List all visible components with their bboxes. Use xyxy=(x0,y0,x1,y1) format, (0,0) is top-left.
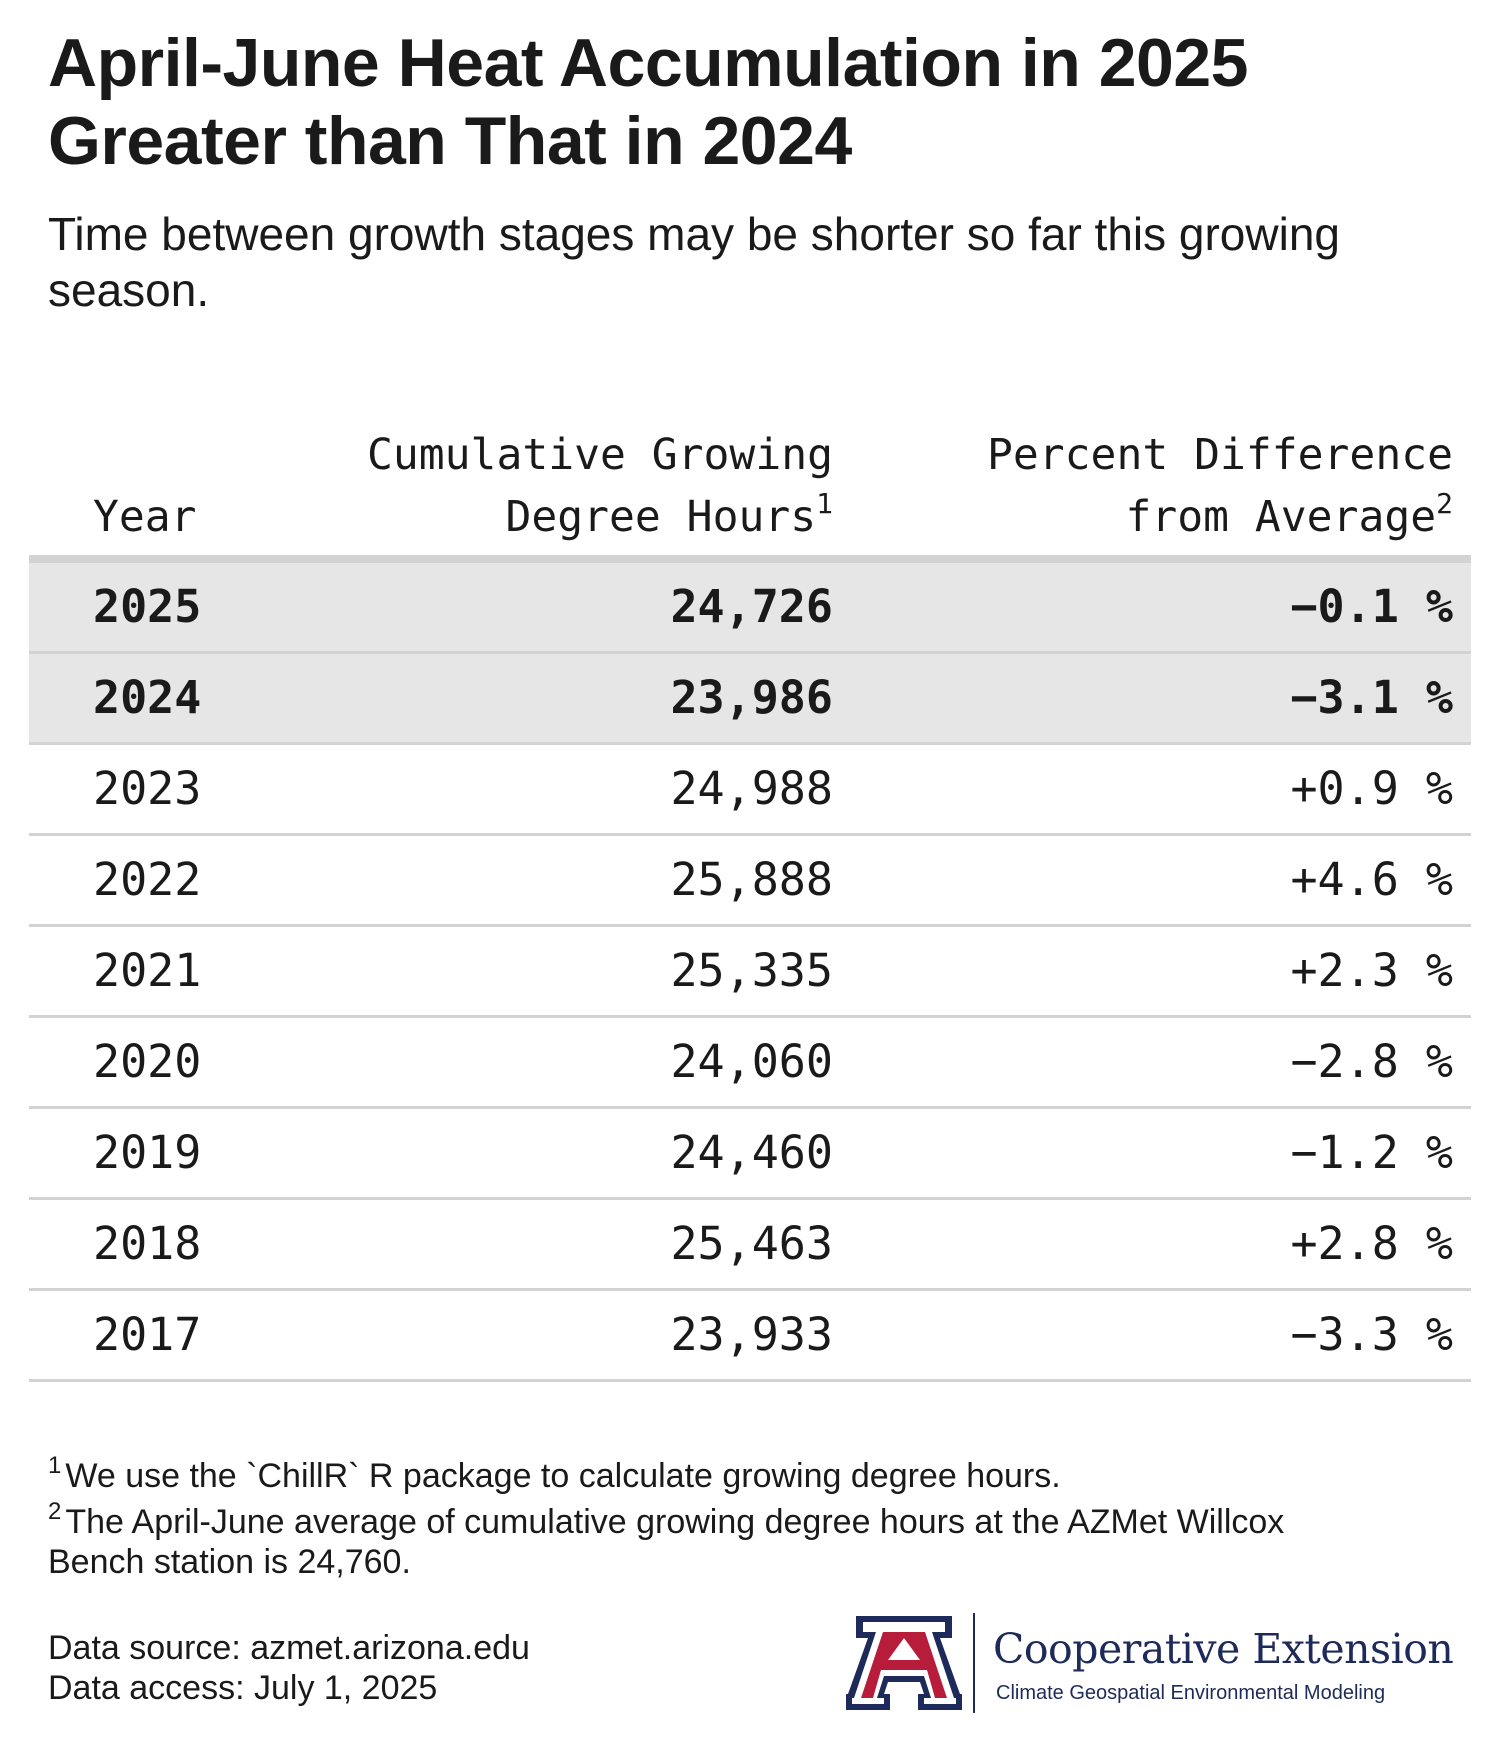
university-a-logo: ® xyxy=(846,1616,962,1712)
header-gdh: Cumulative Growing Degree Hours1 xyxy=(367,424,833,548)
cell-year: 2025 xyxy=(93,580,202,633)
cell-pct: +0.9 % xyxy=(1290,762,1453,815)
header-pct-line2-text: from Average xyxy=(1125,492,1437,542)
brand-subtitle: Climate Geospatial Environmental Modelin… xyxy=(996,1682,1386,1704)
cell-gdh: 24,988 xyxy=(670,762,833,815)
cell-year: 2017 xyxy=(93,1308,202,1361)
header-pct: Percent Difference from Average2 xyxy=(987,424,1453,548)
header-pct-line2: from Average2 xyxy=(987,486,1453,548)
cell-gdh: 24,726 xyxy=(670,580,833,633)
cell-pct: +4.6 % xyxy=(1290,853,1453,906)
footnote-2-mark: 2 xyxy=(48,1498,62,1525)
cell-year: 2019 xyxy=(93,1126,202,1179)
cell-pct: +2.8 % xyxy=(1290,1217,1453,1270)
cell-pct: −3.1 % xyxy=(1290,671,1453,724)
header-gdh-line2: Degree Hours1 xyxy=(367,486,833,548)
table-row: 2023 24,988 +0.9 % xyxy=(29,745,1471,836)
header-gdh-line2-text: Degree Hours xyxy=(505,492,817,542)
cell-pct: −2.8 % xyxy=(1290,1035,1453,1088)
table-row: 2022 25,888 +4.6 % xyxy=(29,836,1471,927)
table-body: 2025 24,726 −0.1 % 2024 23,986 −3.1 % 2023 24,9… xyxy=(29,563,1471,1382)
cell-year: 2021 xyxy=(93,944,202,997)
footnote-2-text: The April-June average of cumulative gro… xyxy=(48,1503,1285,1581)
header-pct-line1: Percent Difference xyxy=(987,430,1453,480)
cell-year: 2024 xyxy=(93,671,202,724)
cell-year: 2018 xyxy=(93,1217,202,1270)
footnote-1: 1 We use the `ChillR` R package to calcul… xyxy=(48,1454,1388,1496)
footnote-2: 2 The April-June average of cumulative gr… xyxy=(48,1500,1388,1582)
table-row: 2024 23,986 −3.1 % xyxy=(29,654,1471,745)
cell-gdh: 25,888 xyxy=(670,853,833,906)
svg-text:®: ® xyxy=(958,1703,962,1712)
table-row: 2021 25,335 +2.3 % xyxy=(29,927,1471,1018)
gdh-table: Year Cumulative Growing Degree Hours1 Pe… xyxy=(29,418,1471,1382)
table-row: 2025 24,726 −0.1 % xyxy=(29,563,1471,654)
table-row: 2019 24,460 −1.2 % xyxy=(29,1109,1471,1200)
cell-pct: −3.3 % xyxy=(1290,1308,1453,1361)
cell-gdh: 25,463 xyxy=(670,1217,833,1270)
header-year: Year xyxy=(93,492,197,542)
cell-gdh: 24,460 xyxy=(670,1126,833,1179)
data-source-block: Data source: azmet.arizona.edu Data acce… xyxy=(48,1628,530,1708)
page-title: April-June Heat Accumulation in 2025 Gre… xyxy=(48,25,1249,179)
cell-gdh: 24,060 xyxy=(670,1035,833,1088)
footnote-1-text: We use the `ChillR` R package to calcula… xyxy=(65,1457,1061,1495)
cell-gdh: 23,933 xyxy=(670,1308,833,1361)
cell-pct: −0.1 % xyxy=(1290,580,1453,633)
table-row: 2020 24,060 −2.8 % xyxy=(29,1018,1471,1109)
cell-pct: +2.3 % xyxy=(1290,944,1453,997)
cell-year: 2020 xyxy=(93,1035,202,1088)
cell-gdh: 25,335 xyxy=(670,944,833,997)
header-gdh-line1: Cumulative Growing xyxy=(367,430,833,480)
header-rule xyxy=(29,555,1471,563)
footnote-1-mark: 1 xyxy=(48,1452,62,1479)
footnote-marker-1: 1 xyxy=(816,487,833,520)
cell-gdh: 23,986 xyxy=(670,671,833,724)
cell-year: 2023 xyxy=(93,762,202,815)
footnote-marker-2: 2 xyxy=(1436,487,1453,520)
cell-year: 2022 xyxy=(93,853,202,906)
brand-name: Cooperative Extension xyxy=(993,1625,1454,1673)
cell-pct: −1.2 % xyxy=(1290,1126,1453,1179)
data-access: Data access: July 1, 2025 xyxy=(48,1669,438,1707)
table-row: 2018 25,463 +2.8 % xyxy=(29,1200,1471,1291)
data-source: Data source: azmet.arizona.edu xyxy=(48,1629,530,1667)
page-subtitle: Time between growth stages may be shorte… xyxy=(48,208,1340,316)
logo-divider xyxy=(973,1613,975,1713)
table-header: Year Cumulative Growing Degree Hours1 Pe… xyxy=(29,418,1471,563)
table-row: 2017 23,933 −3.3 % xyxy=(29,1291,1471,1382)
